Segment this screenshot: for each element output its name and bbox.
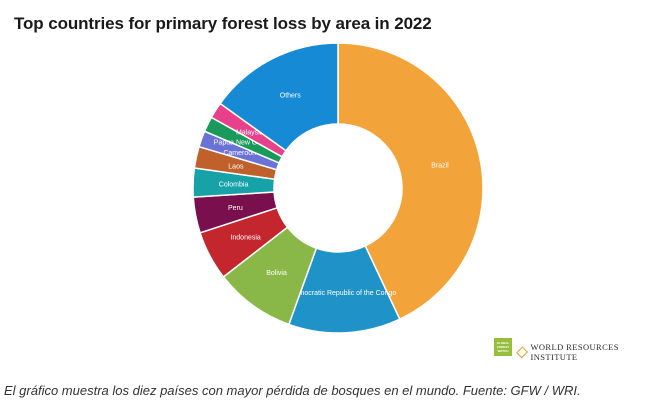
slice-label-democratic-republic-of-the-congo: Democratic Republic of the Congo — [290, 290, 397, 297]
slice-label-indonesia: Indonesia — [230, 234, 260, 241]
donut-chart: Brazil Democratic Republic of the Congo Bo… — [192, 42, 484, 334]
gfw-logo-text: GLOBAL FOREST WATCH — [496, 341, 510, 353]
slice-label-brazil: Brazil — [431, 163, 449, 170]
slice-label-bolivia: Bolivia — [266, 270, 287, 277]
slice-label-cameroon: Cameroon — [223, 150, 256, 157]
figure-caption: El gráfico muestra los diez países con m… — [4, 383, 581, 398]
wri-logo-text: WORLD RESOURCES INSTITUTE — [530, 342, 619, 362]
slice-label-papua-new-guinea: Papua New Guinea — [214, 140, 275, 147]
slice-label-malaysia: Malaysia — [236, 130, 264, 137]
wri-diamond-icon — [516, 345, 529, 359]
chart-card: Top countries for primary forest loss by… — [14, 14, 658, 362]
slice-label-laos: Laos — [228, 163, 244, 170]
slice-label-colombia: Colombia — [219, 182, 249, 189]
slice-others — [219, 42, 339, 152]
slice-label-others: Others — [280, 93, 302, 100]
chart-title: Top countries for primary forest loss by… — [14, 14, 432, 33]
slice-brazil — [337, 42, 484, 321]
gfw-logo: GLOBAL FOREST WATCH — [494, 338, 512, 356]
wri-logo: WORLD RESOURCES INSTITUTE — [516, 342, 658, 362]
slice-label-peru: Peru — [228, 205, 243, 212]
